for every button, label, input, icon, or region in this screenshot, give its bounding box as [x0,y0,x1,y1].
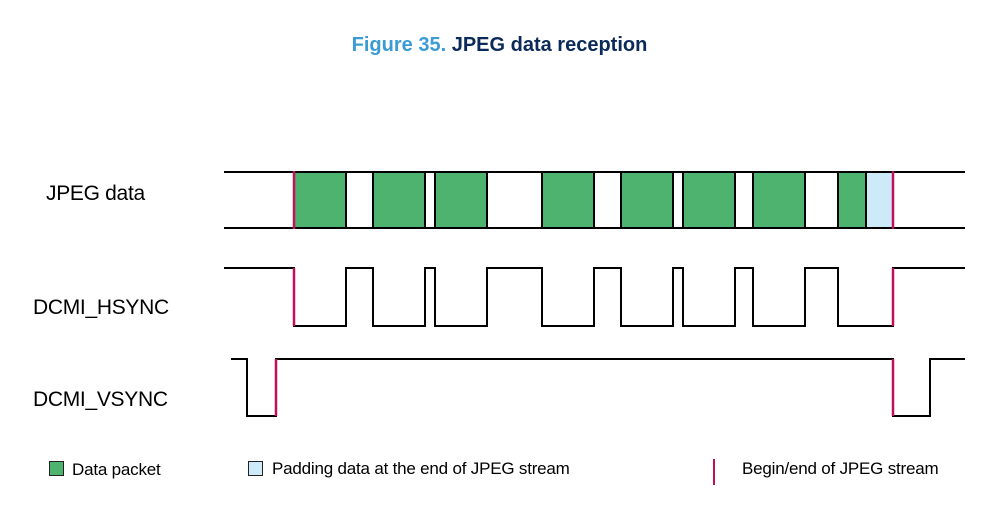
data-packet-7 [752,171,806,229]
vsync-label: DCMI_VSYNC [33,388,168,411]
legend-begin-end: Begin/end of JPEG stream [742,459,939,478]
data-packet-6 [682,171,736,229]
data-packet-5 [620,171,674,229]
hsync-label: DCMI_HSYNC [33,296,169,319]
figure-number: Figure 35. [351,34,447,56]
begin-end-swatch [713,459,715,485]
data-packet-1 [293,171,347,229]
data-packet-swatch [49,461,64,476]
vsync-waveform [231,358,965,417]
data-packet-2 [372,171,426,229]
legend-padding: Padding data at the end of JPEG stream [272,459,570,478]
figure-caption: JPEG data reception [451,34,648,56]
padding-block [865,171,894,229]
hsync-waveform [224,267,965,327]
padding-swatch [248,461,263,476]
legend-data-packet: Data packet [72,460,161,479]
data-packet-4 [541,171,595,229]
jpeg-data-label: JPEG data [46,182,145,205]
data-packet-3 [434,171,488,229]
data-packet-8 [837,171,867,229]
figure-title: Figure 35. JPEG data reception [0,34,999,57]
